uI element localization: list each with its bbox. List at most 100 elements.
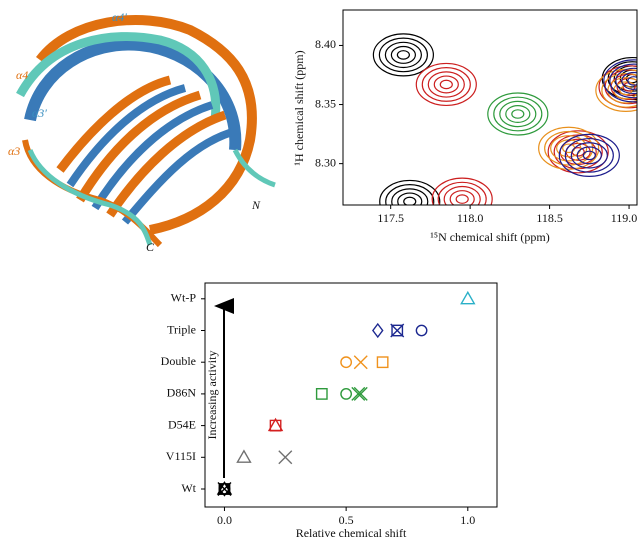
contour-ring — [372, 33, 434, 77]
contour-ring — [570, 142, 608, 169]
diamond — [372, 322, 384, 339]
contour-ring — [505, 104, 531, 123]
y-axis-label: ¹H chemical shift (ppm) — [292, 50, 306, 165]
ribbon — [56, 75, 227, 218]
peak — [372, 33, 434, 77]
contour-ring — [493, 96, 543, 132]
contour-ring — [603, 59, 637, 103]
ribbon — [66, 84, 241, 225]
contour-ring — [443, 185, 481, 205]
plot-frame — [342, 9, 638, 206]
peak — [379, 179, 441, 205]
marker-square — [315, 388, 328, 400]
circle — [415, 324, 428, 337]
contour-ring — [433, 75, 459, 94]
x-stroke — [353, 386, 368, 401]
triangle — [236, 449, 252, 463]
y-tick-label: D86N — [167, 386, 197, 400]
contour-ring — [403, 196, 417, 205]
protein-structure: α4′ α4 α3′ α3 N C — [8, 10, 276, 254]
contour-ring — [385, 184, 435, 205]
contour-ring — [558, 133, 620, 177]
marker-diamond — [372, 322, 384, 339]
x-stroke — [390, 323, 405, 338]
contour-ring — [615, 67, 637, 95]
contour-ring — [547, 130, 609, 174]
x-tick-label: 0.0 — [217, 513, 232, 527]
contour-ring — [437, 181, 487, 205]
y-tick-label: 8.35 — [315, 96, 336, 110]
marker-x — [217, 482, 232, 496]
contour-ring — [384, 41, 422, 69]
y-tick-label: Wt — [181, 481, 196, 495]
x-stroke — [351, 386, 366, 401]
peak — [415, 62, 477, 107]
y-tick-label: Triple — [167, 322, 196, 336]
contour-ring — [439, 79, 453, 90]
x-stroke — [278, 450, 293, 465]
marker-x — [390, 323, 405, 338]
contour-ring — [397, 192, 423, 205]
x-axis-label: ¹⁵N chemical shift (ppm) — [430, 230, 549, 244]
marker-x — [278, 450, 293, 465]
contour-ring — [421, 67, 471, 102]
contour-ring — [511, 109, 525, 119]
contour-ring — [582, 150, 596, 161]
contour-ring — [609, 63, 637, 99]
x-tick-label: 1.0 — [460, 513, 475, 527]
marker-triangle — [236, 449, 252, 463]
contour-ring — [390, 45, 416, 64]
peak — [487, 92, 549, 136]
y-tick-label: D54E — [168, 417, 196, 431]
nmr-spectrum: ¹⁵N chemical shift (ppm) ¹H chemical shi… — [292, 9, 638, 244]
structure-label: α3′ — [32, 106, 47, 120]
marker-square — [391, 324, 404, 337]
contour-ring — [627, 76, 637, 86]
structure-label: α3 — [8, 144, 20, 158]
x-tick-label: 117.5 — [377, 211, 404, 225]
triangle — [460, 290, 476, 305]
contour-ring — [391, 188, 429, 205]
structure-label: α4′ — [112, 10, 127, 24]
x-stroke — [353, 355, 368, 370]
marker-square — [269, 419, 282, 432]
contour-ring — [598, 65, 637, 109]
shift-scatter: Increasing activity Relative chemical sh… — [161, 282, 498, 540]
contour-ring — [601, 72, 637, 108]
y-tick-label: Double — [161, 354, 196, 368]
x-tick-label: 118.0 — [457, 211, 484, 225]
ribbon — [16, 32, 221, 121]
marker-circle — [340, 356, 353, 369]
ribbon — [24, 38, 242, 151]
peak — [538, 126, 600, 170]
y-tick-label: 8.40 — [315, 37, 336, 51]
square — [376, 356, 389, 369]
structure-label: α4 — [16, 68, 28, 82]
contour-ring — [607, 77, 637, 104]
x-tick-label: 0.5 — [339, 513, 354, 527]
contour-ring — [550, 135, 588, 162]
peak — [547, 130, 609, 174]
structure-label: C — [146, 240, 155, 254]
square — [269, 419, 282, 432]
contour-ring — [431, 177, 493, 205]
contour-ring — [499, 100, 537, 128]
marker-x — [353, 386, 368, 401]
contour-ring — [379, 179, 441, 205]
marker-square — [376, 356, 389, 369]
marker-x — [353, 355, 368, 370]
contour-ring — [487, 92, 549, 136]
marker-x — [351, 386, 366, 401]
circle — [340, 356, 353, 369]
circle — [340, 387, 353, 400]
contour-ring — [576, 146, 602, 165]
contour-ring — [378, 37, 428, 73]
contour-ring — [427, 71, 465, 98]
marker-circle — [415, 324, 428, 337]
annotation: Increasing activity — [205, 351, 219, 440]
peak — [431, 177, 493, 205]
peaks — [372, 33, 637, 205]
y-tick-label: Wt-P — [171, 291, 197, 305]
structure-label: N — [251, 198, 261, 212]
y-tick-label: 8.30 — [315, 155, 336, 169]
